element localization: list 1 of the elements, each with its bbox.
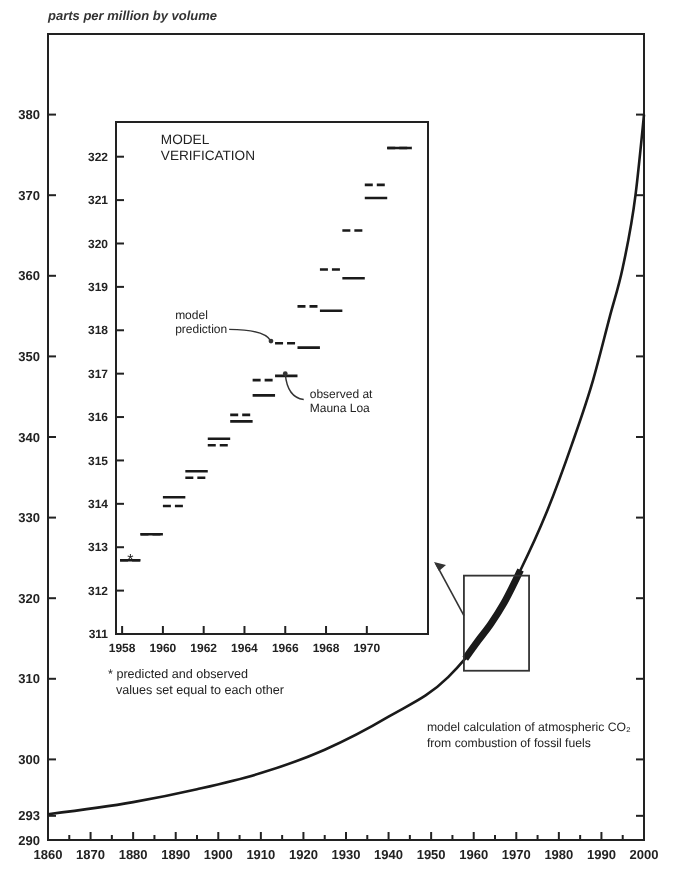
annotation: * xyxy=(127,551,134,570)
